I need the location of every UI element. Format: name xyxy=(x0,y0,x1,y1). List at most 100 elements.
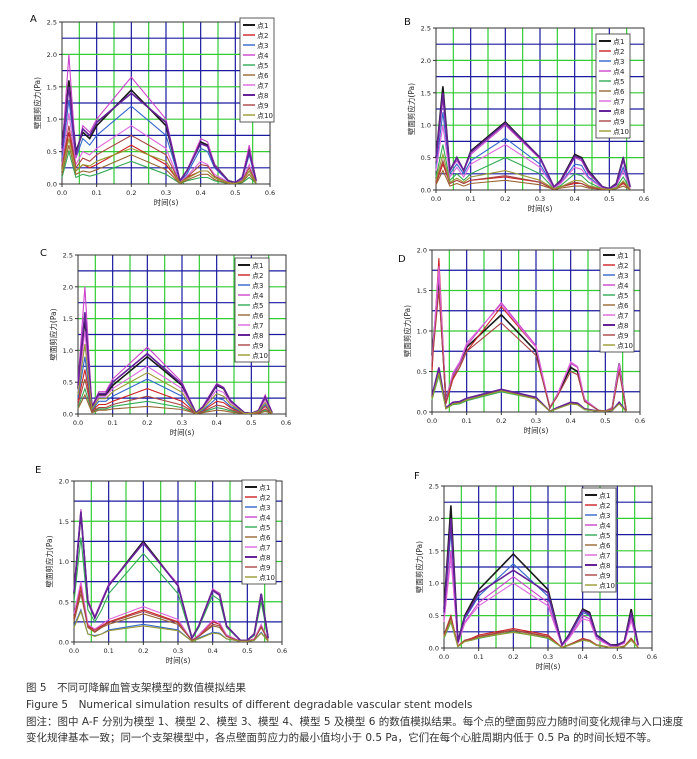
y-tick-label: 1.5 xyxy=(429,547,439,555)
y-tick-label: 0.5 xyxy=(429,612,439,620)
legend-entry: 点7 xyxy=(257,82,268,90)
y-tick-label: 1.5 xyxy=(47,83,57,91)
y-tick-label: 2.5 xyxy=(47,19,57,27)
y-tick-label: 0.0 xyxy=(47,181,57,189)
x-tick-label: 0.0 xyxy=(57,189,67,197)
series-line-7 xyxy=(443,557,639,648)
legend-entry: 点9 xyxy=(252,342,263,350)
series-line-8 xyxy=(443,518,639,647)
x-tick-label: 0.0 xyxy=(439,653,449,661)
series-line-8 xyxy=(61,86,257,184)
x-tick-label: 0.1 xyxy=(473,653,483,661)
legend-entry: 点10 xyxy=(257,112,273,120)
panel-letter: F xyxy=(414,471,420,482)
y-tick-label: 1.5 xyxy=(421,89,431,97)
y-tick-label: 1.0 xyxy=(421,122,431,130)
y-tick-label: 0.5 xyxy=(417,368,427,376)
x-axis-label: 时间(s) xyxy=(154,197,179,207)
x-tick-label: 0.6 xyxy=(647,653,657,661)
y-axis-label: 壁面剪应力(Pa) xyxy=(406,83,416,135)
x-tick-label: 0.6 xyxy=(281,419,291,427)
legend-entry: 点6 xyxy=(252,312,264,320)
panel-letter: D xyxy=(398,254,406,265)
series-line-10 xyxy=(435,152,631,190)
legend-entry: 点5 xyxy=(252,302,263,310)
y-tick-label: 0.0 xyxy=(421,187,431,195)
x-tick-label: 0.0 xyxy=(427,417,437,425)
series-line-10 xyxy=(77,343,273,415)
figure-title-cn: 图 5 不同可降解血管支架模型的数值模拟结果 xyxy=(26,682,247,694)
y-tick-label: 0.0 xyxy=(429,645,439,653)
legend-entry: 点2 xyxy=(617,262,628,270)
x-tick-label: 0.3 xyxy=(531,417,541,425)
legend-entry: 点1 xyxy=(259,484,270,492)
legend-entry: 点4 xyxy=(252,292,264,300)
x-tick-label: 0.5 xyxy=(604,195,614,203)
x-tick-label: 0.3 xyxy=(535,195,545,203)
x-tick-label: 0.5 xyxy=(612,653,622,661)
x-tick-label: 0.1 xyxy=(465,195,475,203)
y-tick-label: 1.0 xyxy=(429,580,439,588)
legend-entry: 点9 xyxy=(613,118,624,126)
legend-entry: 点9 xyxy=(617,332,628,340)
y-tick-label: 0.5 xyxy=(421,154,431,162)
legend-entry: 点9 xyxy=(257,102,268,110)
series-line-8 xyxy=(435,92,631,190)
y-tick-label: 1.0 xyxy=(63,347,73,355)
y-axis-label: 壁面剪应力(Pa) xyxy=(414,541,424,593)
legend-entry: 点7 xyxy=(252,322,263,330)
x-tick-label: 0.3 xyxy=(543,653,553,661)
y-tick-label: 2.0 xyxy=(421,57,431,65)
legend-entry: 点10 xyxy=(259,574,275,582)
x-tick-label: 0.2 xyxy=(496,417,506,425)
legend-entry: 点6 xyxy=(613,88,625,96)
legend-entry: 点7 xyxy=(259,544,270,552)
legend-entry: 点3 xyxy=(613,58,624,66)
legend-entry: 点4 xyxy=(617,282,629,290)
legend-entry: 点1 xyxy=(257,22,268,30)
x-tick-label: 0.0 xyxy=(73,419,83,427)
x-tick-label: 0.1 xyxy=(107,419,117,427)
series-line-10 xyxy=(443,619,639,649)
legend-entry: 点8 xyxy=(599,562,610,570)
panel-letter: B xyxy=(404,17,411,28)
legend-entry: 点1 xyxy=(613,38,624,46)
panel-D: 0.0 0.1 0.2 0.3 0.4 0.5 0.6 0.0 0.5 1.0 1.5 2.0 时间(s… xyxy=(398,247,645,436)
legend-entry: 点3 xyxy=(252,282,263,290)
legend-entry: 点3 xyxy=(599,512,610,520)
y-tick-label: 0.5 xyxy=(47,148,57,156)
legend-entry: 点3 xyxy=(257,42,268,50)
x-tick-label: 0.1 xyxy=(91,189,101,197)
y-tick-label: 0.5 xyxy=(59,598,69,606)
y-tick-label: 2.0 xyxy=(417,247,427,255)
legend-entry: 点4 xyxy=(613,68,625,76)
legend-entry: 点10 xyxy=(252,352,268,360)
x-tick-label: 0.0 xyxy=(431,195,441,203)
legend-entry: 点1 xyxy=(599,492,610,500)
y-tick-label: 2.0 xyxy=(429,515,439,523)
x-tick-label: 0.4 xyxy=(577,653,587,661)
legend-entry: 点6 xyxy=(617,302,629,310)
panel-letter: E xyxy=(35,465,41,476)
legend-entry: 点4 xyxy=(259,514,271,522)
x-tick-label: 0.1 xyxy=(103,647,113,655)
x-tick-label: 0.3 xyxy=(177,419,187,427)
legend-entry: 点3 xyxy=(617,272,628,280)
y-tick-label: 2.5 xyxy=(429,483,439,491)
y-tick-label: 1.5 xyxy=(417,287,427,295)
legend-entry: 点8 xyxy=(252,332,263,340)
legend-entry: 点5 xyxy=(617,292,628,300)
x-axis-label: 时间(s) xyxy=(536,661,561,671)
legend-entry: 点6 xyxy=(257,72,269,80)
legend-entry: 点6 xyxy=(599,542,611,550)
legend-entry: 点10 xyxy=(617,342,633,350)
x-tick-label: 0.1 xyxy=(461,417,471,425)
legend-entry: 点5 xyxy=(259,524,270,532)
y-axis-label: 壁面剪应力(Pa) xyxy=(44,535,54,587)
x-tick-label: 0.3 xyxy=(161,189,171,197)
legend-entry: 点7 xyxy=(613,98,624,106)
panel-letter: C xyxy=(40,248,47,259)
legend-entry: 点8 xyxy=(617,322,628,330)
panel-A: 0.0 0.1 0.2 0.3 0.4 0.5 0.6 0.0 0.5 1.0 1.5 2.0 2.5 时… xyxy=(30,14,275,207)
x-tick-label: 0.6 xyxy=(277,647,287,655)
